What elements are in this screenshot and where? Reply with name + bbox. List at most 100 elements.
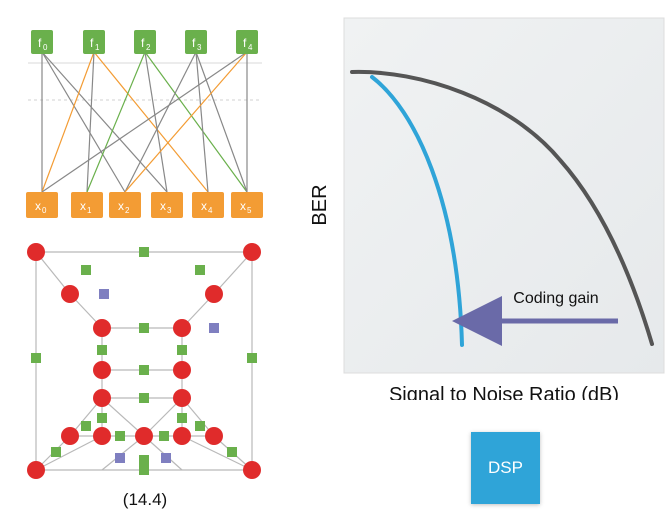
svg-text:2: 2 [125, 206, 130, 215]
factor-graph: f 0 f 1 f 2 f 3 f 4x 0 x 1 x 2 x 3 x 4 x 5 [26, 30, 263, 218]
factor-graph-edge [195, 51, 209, 193]
lattice-node [93, 319, 111, 337]
svg-text:x: x [80, 199, 86, 213]
lattice-edge [213, 251, 253, 295]
lattice-check-square [139, 323, 149, 333]
factor-graph-nodes: f 0 f 1 f 2 f 3 f 4x 0 x 1 x 2 x 3 x 4 x 5 [26, 30, 263, 218]
svg-text:f: f [243, 36, 247, 50]
lattice-check-square [139, 465, 149, 475]
lattice-check-square [81, 265, 91, 275]
factor-graph-edge [93, 51, 209, 193]
svg-text:4: 4 [208, 206, 213, 215]
lattice-node [243, 243, 261, 261]
lattice-nodes [27, 243, 261, 479]
lattice-node [173, 319, 191, 337]
factor-graph-edge [41, 51, 126, 193]
svg-text:0: 0 [43, 43, 48, 52]
lattice-check-square [139, 455, 149, 465]
lattice-edge [181, 435, 253, 471]
lattice-check-square [97, 413, 107, 423]
lattice-node [27, 461, 45, 479]
lattice-check-square [227, 447, 237, 457]
lattice-node [27, 243, 45, 261]
lattice-check-square [139, 247, 149, 257]
lattice-check-square [51, 447, 61, 457]
svg-text:x: x [118, 199, 124, 213]
lattice-check-square [177, 345, 187, 355]
lattice-purple-square [209, 323, 219, 333]
svg-text:0: 0 [42, 206, 47, 215]
svg-text:3: 3 [167, 206, 172, 215]
lattice-node [61, 285, 79, 303]
series-line-coded [370, 75, 464, 347]
lattice-check-square [81, 421, 91, 431]
lattice-node [243, 461, 261, 479]
factor-graph-edge [124, 51, 197, 193]
lattice-check-square [177, 413, 187, 423]
y-axis-label: BER [309, 184, 331, 225]
lattice-check-square [247, 353, 257, 363]
factor-graph-edge [195, 51, 248, 193]
dsp-label: DSP [488, 458, 523, 477]
svg-text:1: 1 [87, 206, 92, 215]
svg-text:f: f [141, 36, 145, 50]
plot-area [343, 17, 665, 374]
lattice-node [173, 389, 191, 407]
lattice-node [173, 427, 191, 445]
lattice-edge [35, 251, 71, 295]
lattice-purple-square [115, 453, 125, 463]
factor-graph-edge [124, 51, 248, 193]
lattice-check-square [139, 393, 149, 403]
factor-graph-edge [86, 51, 146, 193]
lattice-check-square [195, 421, 205, 431]
svg-text:x: x [240, 199, 246, 213]
lattice-check-square [195, 265, 205, 275]
lattice-node [93, 389, 111, 407]
svg-text:x: x [35, 199, 41, 213]
lattice-check-square [115, 431, 125, 441]
factor-graph-edge [41, 51, 248, 193]
svg-text:x: x [201, 199, 207, 213]
factor-graph-edge [41, 51, 168, 193]
factor-graph-edge [41, 51, 95, 193]
lattice-node [61, 427, 79, 445]
svg-text:3: 3 [197, 43, 202, 52]
lattice-graph [27, 243, 261, 479]
lattice-node [205, 427, 223, 445]
svg-text:2: 2 [146, 43, 151, 52]
lattice-check-square [159, 431, 169, 441]
factor-graph-edges [41, 51, 248, 193]
svg-text:5: 5 [247, 206, 252, 215]
svg-text:f: f [192, 36, 196, 50]
lattice-edge [101, 397, 145, 437]
series-line-uncoded [350, 69, 654, 346]
lattice-node [135, 427, 153, 445]
factor-graph-edge [144, 51, 248, 193]
lattice-edge [35, 435, 103, 471]
lattice-check-square [31, 353, 41, 363]
svg-text:f: f [90, 36, 94, 50]
coding-gain-label: Coding gain [513, 290, 598, 307]
factor-graph-edge [144, 51, 168, 193]
lattice-node [173, 361, 191, 379]
lattice-purple-square [99, 289, 109, 299]
ber-chart: BER Coding gain Signal to Noise Ratio (d… [309, 17, 665, 400]
x-axis-label: Signal to Noise Ratio (dB) [389, 384, 619, 400]
svg-text:4: 4 [248, 43, 253, 52]
dsp-chip: DSP [471, 432, 540, 504]
lattice-node [205, 285, 223, 303]
lattice-node [93, 361, 111, 379]
lattice-check-square [97, 345, 107, 355]
lattice-check-square [139, 365, 149, 375]
lattice-node [93, 427, 111, 445]
